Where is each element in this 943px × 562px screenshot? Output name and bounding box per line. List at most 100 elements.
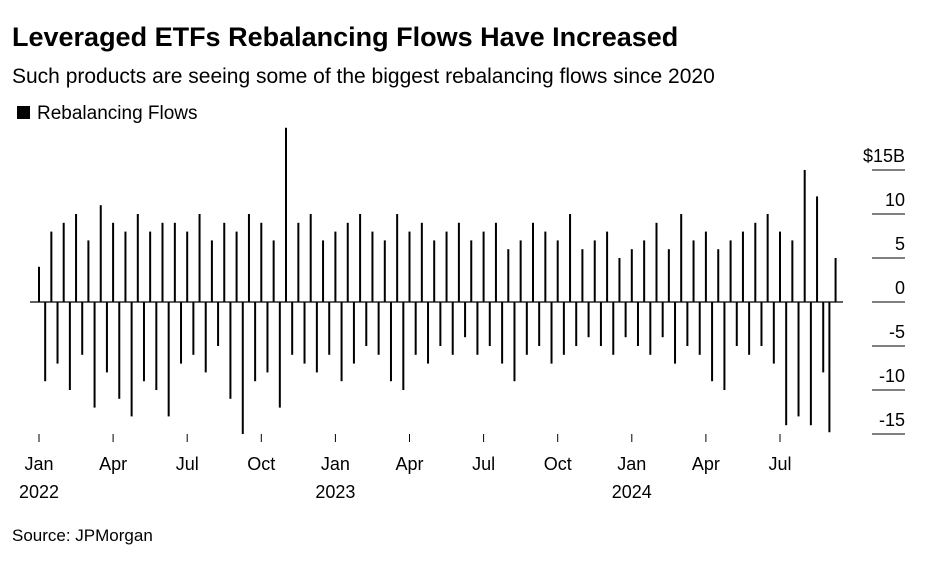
bar: [457, 222, 460, 302]
bar: [711, 302, 714, 382]
bar: [241, 302, 244, 434]
bar: [118, 302, 121, 399]
bar: [346, 222, 349, 302]
bar: [124, 231, 127, 302]
bar: [198, 214, 201, 302]
bar: [161, 222, 164, 302]
bar: [655, 222, 658, 302]
bar: [217, 302, 220, 346]
bar: [192, 302, 195, 355]
bar: [229, 302, 232, 399]
bar: [723, 302, 726, 390]
bar: [754, 222, 757, 302]
legend-label: Rebalancing Flows: [37, 103, 198, 124]
bar: [779, 231, 781, 302]
y-tick-label: -5: [889, 322, 905, 342]
bar: [309, 214, 312, 302]
bar: [112, 222, 115, 302]
bar: [507, 249, 510, 302]
bar: [365, 302, 368, 346]
bar: [180, 302, 183, 364]
bar: [93, 302, 96, 408]
legend-swatch: [17, 106, 30, 119]
bar: [519, 240, 522, 302]
bar: [822, 302, 825, 373]
bar: [260, 222, 263, 302]
bar: [630, 249, 633, 302]
y-tick-label: 5: [895, 234, 905, 254]
bar: [766, 214, 769, 302]
bar: [81, 302, 84, 355]
bar: [235, 231, 238, 302]
bar: [359, 214, 362, 302]
bar: [254, 302, 257, 382]
bar: [538, 302, 541, 346]
bar: [68, 302, 71, 390]
bar: [476, 302, 479, 355]
bar: [667, 249, 670, 302]
bar: [470, 240, 473, 302]
y-tick-label: -15: [879, 410, 905, 430]
y-tick-label: $15B: [863, 146, 905, 166]
bar: [130, 302, 133, 417]
bar: [735, 302, 738, 346]
bar: [704, 231, 707, 302]
bar: [155, 302, 158, 390]
bar: [772, 302, 775, 364]
x-tick-label: Jul: [176, 454, 199, 474]
bar: [661, 302, 664, 338]
bar: [445, 231, 448, 302]
bar: [797, 302, 800, 417]
x-tick-label: Oct: [544, 454, 572, 474]
bar: [464, 302, 467, 338]
bar: [803, 170, 806, 302]
bar: [396, 214, 399, 302]
bar: [149, 231, 152, 302]
bar: [636, 302, 639, 346]
x-tick-label: Jan: [321, 454, 350, 474]
bar: [587, 302, 590, 338]
y-tick-label: -10: [879, 366, 905, 386]
bar: [38, 266, 40, 302]
bar: [791, 240, 794, 302]
x-tick-label: Apr: [395, 454, 423, 474]
bar: [334, 231, 337, 302]
bar: [420, 222, 423, 302]
bar: [562, 302, 565, 355]
bar: [136, 214, 139, 302]
bar: [556, 240, 559, 302]
bar: [488, 302, 491, 346]
chart-title: Leveraged ETFs Rebalancing Flows Have In…: [12, 22, 678, 52]
bar: [674, 302, 677, 364]
bar: [210, 240, 213, 302]
x-tick-label: Apr: [692, 454, 720, 474]
bar: [717, 249, 720, 302]
bar: [680, 214, 683, 302]
bar: [414, 302, 417, 355]
bar: [50, 231, 53, 302]
bar: [278, 302, 281, 408]
bar: [482, 231, 485, 302]
bar: [569, 214, 572, 302]
bar: [340, 302, 343, 382]
bar: [618, 258, 621, 302]
bar: [686, 302, 689, 346]
bar: [142, 302, 145, 382]
bar: [247, 214, 250, 302]
bar: [741, 231, 744, 302]
bar: [544, 231, 547, 302]
y-tick-label: 0: [895, 278, 905, 298]
bar: [297, 222, 300, 302]
bar: [371, 231, 374, 302]
bar: [204, 302, 207, 373]
bar: [785, 302, 788, 426]
bar: [816, 196, 819, 302]
bar: [266, 302, 269, 373]
bar: [581, 249, 584, 302]
bar: [748, 302, 751, 355]
bar: [624, 302, 627, 338]
bar: [105, 302, 108, 373]
y-tick-label: 10: [885, 190, 905, 210]
bar: [315, 302, 318, 373]
